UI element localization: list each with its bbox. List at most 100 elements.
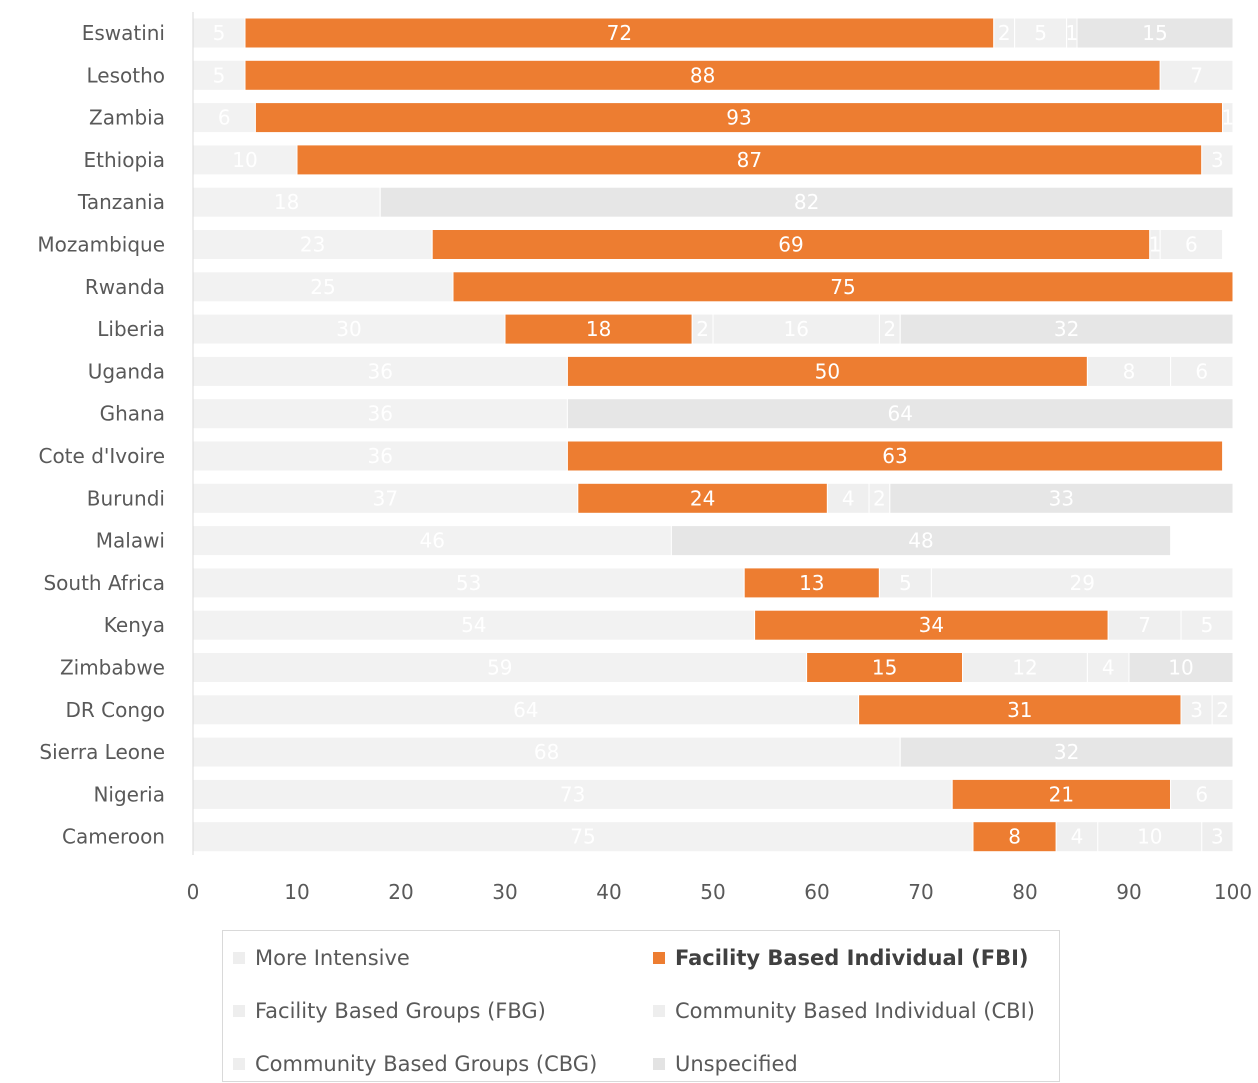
legend-label: Facility Based Groups (FBG) xyxy=(255,999,546,1023)
data-label: 73 xyxy=(560,782,585,806)
category-label: Eswatini xyxy=(82,21,165,45)
data-label: 5 xyxy=(899,571,912,595)
data-label: 36 xyxy=(367,444,392,468)
data-label: 10 xyxy=(1137,825,1162,849)
data-label: 82 xyxy=(794,190,819,214)
data-label: 3 xyxy=(1211,148,1224,172)
bar-segment xyxy=(806,652,964,683)
bar-segment xyxy=(192,440,568,472)
x-tick-label: 10 xyxy=(284,880,309,904)
bar-segment xyxy=(1107,609,1182,641)
legend-item-cbg: Community Based Groups (CBG) xyxy=(233,1051,597,1077)
x-tick-label: 60 xyxy=(804,880,829,904)
data-label: 63 xyxy=(882,444,907,468)
data-label: 8 xyxy=(1008,825,1021,849)
data-label: 6 xyxy=(1195,782,1208,806)
bar-segment xyxy=(192,609,756,641)
x-tick-label: 100 xyxy=(1214,880,1252,904)
bar-segment xyxy=(1159,229,1224,260)
bar-segment xyxy=(192,355,568,387)
legend-label: More Intensive xyxy=(255,946,410,970)
legend-swatch xyxy=(233,1058,245,1070)
data-label: 87 xyxy=(737,148,762,172)
bar-segment xyxy=(566,440,1224,472)
data-label: 1 xyxy=(1149,233,1162,257)
bar-segment xyxy=(379,186,1234,218)
data-label: 7 xyxy=(1138,613,1151,637)
data-label: 33 xyxy=(1049,486,1074,510)
bar-segment xyxy=(192,271,454,303)
category-labels: Eswatini Lesotho Zambia Ethiopia Tanzania Moz… xyxy=(37,21,165,849)
category-label: Lesotho xyxy=(86,63,165,87)
bar-segment xyxy=(452,271,1234,303)
bar-segment xyxy=(192,186,381,218)
legend-swatch xyxy=(233,952,245,964)
data-label: 5 xyxy=(1034,21,1047,45)
x-tick-label: 40 xyxy=(596,880,621,904)
category-label: Nigeria xyxy=(93,782,165,806)
data-label: 3 xyxy=(1190,698,1203,722)
data-label: 6 xyxy=(1185,233,1198,257)
data-label: 48 xyxy=(908,529,933,553)
legend-label: Facility Based Individual (FBI) xyxy=(675,946,1029,970)
category-label: Cote d'Ivoire xyxy=(38,444,165,468)
legend-swatch xyxy=(653,952,665,964)
bar-segment xyxy=(192,778,953,810)
data-label: 5 xyxy=(1201,613,1214,637)
bar-segment xyxy=(972,821,1057,853)
bar-segment xyxy=(1180,609,1234,641)
data-label: 34 xyxy=(919,613,944,637)
data-label: 8 xyxy=(1123,359,1136,383)
bar-segment xyxy=(192,482,579,514)
data-label: 64 xyxy=(513,698,538,722)
bar-segment xyxy=(566,355,1088,387)
bar-segment xyxy=(192,567,745,599)
data-label: 36 xyxy=(367,359,392,383)
data-label: 6 xyxy=(218,106,231,130)
category-label: Malawi xyxy=(96,529,165,553)
data-label: 6 xyxy=(1195,359,1208,383)
data-label: 32 xyxy=(1054,740,1079,764)
category-label: Ghana xyxy=(100,402,165,426)
bar-segment xyxy=(192,525,672,557)
data-label: 5 xyxy=(213,21,226,45)
bar-segment xyxy=(192,144,298,176)
data-label: 12 xyxy=(1012,656,1037,680)
bar-segment xyxy=(1222,102,1234,134)
data-label: 10 xyxy=(1168,656,1193,680)
legend-swatch xyxy=(233,1005,245,1017)
bar-segment xyxy=(254,102,1224,134)
data-label: 2 xyxy=(1216,698,1229,722)
bar-segment xyxy=(899,736,1234,768)
bar-segment xyxy=(930,567,1234,599)
data-label: 31 xyxy=(1007,698,1032,722)
data-label: 36 xyxy=(367,402,392,426)
bar-segment xyxy=(1055,821,1099,853)
bar-segment xyxy=(1211,694,1234,726)
bar-segment xyxy=(712,313,880,345)
category-label: Cameroon xyxy=(62,825,165,849)
bar-segment xyxy=(826,482,870,514)
category-label: Ethiopia xyxy=(84,148,165,172)
data-label: 16 xyxy=(783,317,808,341)
bar-segment xyxy=(1159,59,1234,91)
category-label: Zambia xyxy=(89,106,165,130)
data-label: 75 xyxy=(830,275,855,299)
legend-label: Community Based Individual (CBI) xyxy=(675,999,1035,1023)
bar-segment xyxy=(244,17,995,49)
category-label: DR Congo xyxy=(66,698,165,722)
bar-segment xyxy=(192,398,568,430)
bar-segment xyxy=(192,102,256,134)
data-label: 3 xyxy=(1211,825,1224,849)
bar-segment xyxy=(1201,821,1234,853)
legend-label: Unspecified xyxy=(675,1052,798,1076)
category-label: Liberia xyxy=(97,317,165,341)
category-label: Mozambique xyxy=(37,233,165,257)
bar-segment xyxy=(1097,821,1203,853)
data-label: 10 xyxy=(232,148,257,172)
bar-segment xyxy=(962,652,1088,683)
legend-swatch xyxy=(653,1005,665,1017)
category-label: Zimbabwe xyxy=(60,656,165,680)
data-label: 29 xyxy=(1069,571,1094,595)
